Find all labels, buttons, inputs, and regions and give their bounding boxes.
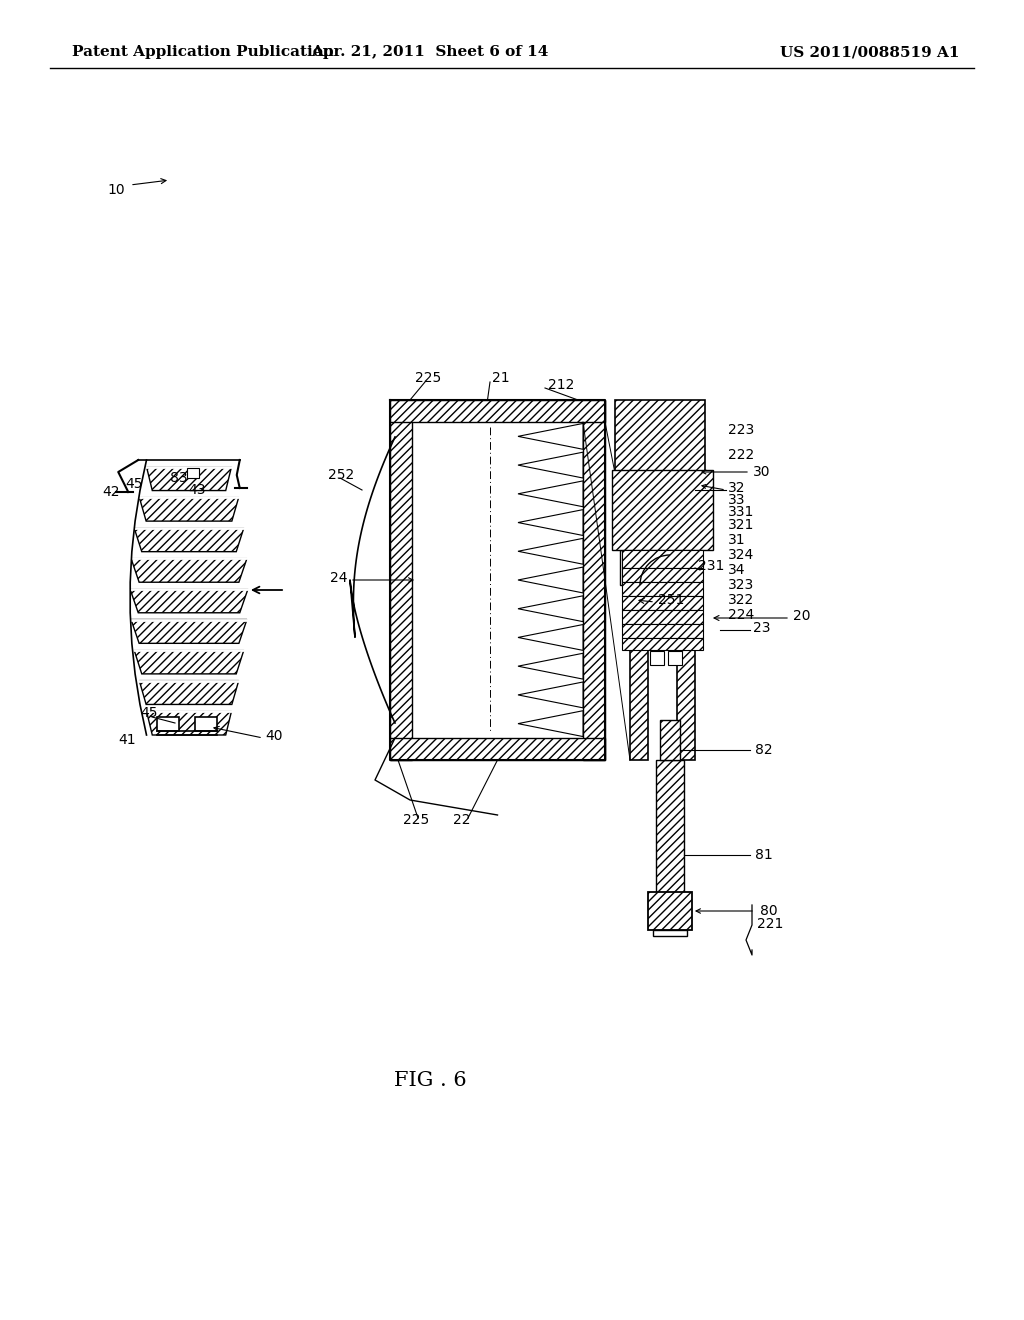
Polygon shape [518, 682, 583, 708]
Bar [390, 738, 605, 760]
Bar [668, 651, 682, 665]
Text: 225: 225 [403, 813, 429, 828]
Text: 30: 30 [753, 465, 770, 479]
Polygon shape [130, 589, 248, 612]
Text: 221: 221 [757, 917, 783, 931]
Bar [622, 568, 703, 582]
Text: 323: 323 [728, 578, 755, 591]
Bar [648, 550, 677, 760]
Polygon shape [518, 480, 583, 507]
Text: 45: 45 [125, 477, 142, 491]
Bar [622, 582, 703, 597]
Bar [633, 414, 687, 535]
Text: 222: 222 [728, 447, 755, 462]
Text: 322: 322 [728, 593, 755, 607]
Polygon shape [139, 498, 239, 521]
Text: 24: 24 [330, 572, 347, 585]
Polygon shape [518, 653, 583, 678]
Bar [195, 717, 217, 731]
Text: 21: 21 [492, 371, 510, 385]
Polygon shape [131, 619, 247, 643]
Text: 42: 42 [102, 484, 120, 499]
Text: 212: 212 [548, 378, 574, 392]
Bar [615, 400, 705, 550]
Polygon shape [518, 568, 583, 593]
Text: 31: 31 [728, 533, 745, 546]
Bar [648, 892, 692, 931]
Polygon shape [139, 681, 239, 705]
Bar [653, 931, 687, 936]
Text: Apr. 21, 2011  Sheet 6 of 14: Apr. 21, 2011 Sheet 6 of 14 [311, 45, 549, 59]
Text: 82: 82 [755, 743, 773, 756]
Text: 41: 41 [118, 733, 135, 747]
Polygon shape [134, 528, 244, 552]
Bar [390, 400, 605, 422]
Bar [612, 470, 713, 550]
Bar [622, 550, 703, 568]
Polygon shape [518, 539, 583, 564]
Text: 223: 223 [728, 422, 755, 437]
Bar [157, 717, 179, 731]
Text: 224: 224 [728, 609, 755, 622]
Bar [187, 469, 199, 478]
Polygon shape [518, 453, 583, 478]
Bar [677, 550, 695, 760]
Text: FIG . 6: FIG . 6 [393, 1071, 466, 1089]
Text: 321: 321 [728, 517, 755, 532]
Polygon shape [518, 510, 583, 536]
Polygon shape [131, 558, 247, 582]
Text: 43: 43 [188, 483, 206, 498]
Text: 22: 22 [453, 813, 470, 828]
Bar [390, 400, 412, 760]
Bar [660, 719, 680, 760]
Text: 23: 23 [753, 620, 770, 635]
Text: 83: 83 [170, 471, 187, 484]
Polygon shape [134, 649, 244, 675]
Polygon shape [518, 424, 583, 449]
Text: 34: 34 [728, 564, 745, 577]
Text: Patent Application Publication: Patent Application Publication [72, 45, 334, 59]
Text: 81: 81 [755, 847, 773, 862]
Text: 80: 80 [760, 904, 777, 917]
Text: US 2011/0088519 A1: US 2011/0088519 A1 [780, 45, 961, 59]
Bar [656, 760, 684, 895]
Bar [622, 610, 703, 624]
Bar [622, 624, 703, 638]
Polygon shape [146, 467, 231, 491]
Text: 251: 251 [658, 593, 684, 607]
Polygon shape [518, 624, 583, 651]
Text: 331: 331 [728, 506, 755, 519]
Bar [622, 638, 703, 649]
Polygon shape [146, 711, 231, 735]
Text: 10: 10 [106, 183, 125, 197]
Text: 324: 324 [728, 548, 755, 562]
Text: 20: 20 [793, 609, 811, 623]
Bar [630, 550, 648, 760]
Polygon shape [518, 595, 583, 622]
Text: 32: 32 [728, 480, 745, 495]
Polygon shape [518, 710, 583, 737]
Text: 225: 225 [415, 371, 441, 385]
Text: 33: 33 [728, 492, 745, 507]
Bar [620, 550, 700, 585]
Text: 40: 40 [265, 729, 283, 743]
Bar [412, 422, 583, 738]
Bar [583, 400, 605, 760]
Text: 45: 45 [140, 706, 158, 719]
Text: 231: 231 [698, 558, 724, 573]
Text: 252: 252 [328, 469, 354, 482]
Bar [650, 651, 664, 665]
Bar [622, 597, 703, 610]
